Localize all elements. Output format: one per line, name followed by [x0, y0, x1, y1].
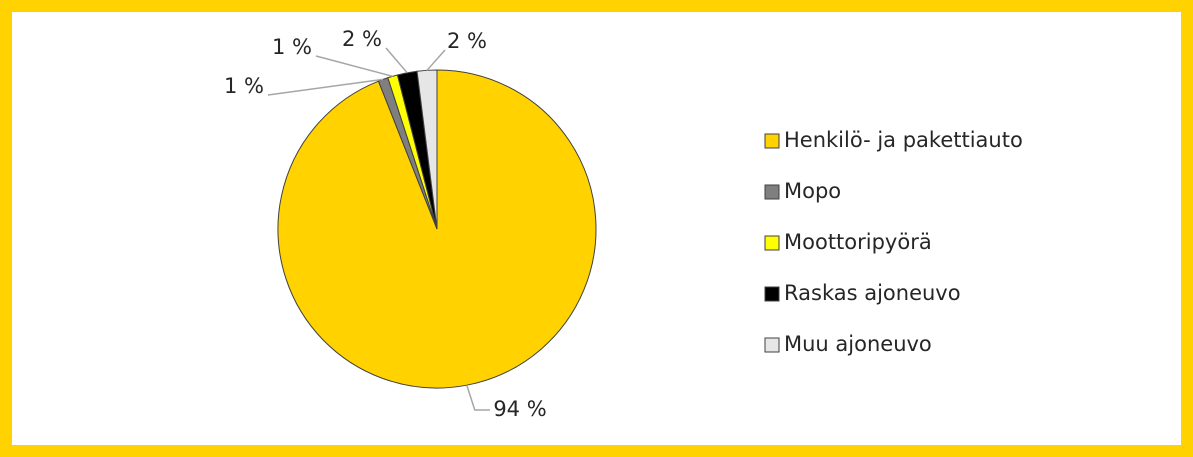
data-label: 1 %: [272, 35, 312, 59]
leader-line: [385, 47, 408, 74]
legend-swatch: [764, 337, 780, 353]
legend-label: Henkilö- ja pakettiauto: [784, 128, 1023, 152]
leader-line: [315, 55, 393, 78]
leader-line: [267, 78, 384, 96]
legend-swatch: [764, 133, 780, 149]
legend-swatch: [764, 184, 780, 200]
data-label: 1 %: [224, 74, 264, 98]
data-label: 2 %: [447, 29, 487, 53]
pie-slice: [416, 69, 438, 230]
legend-swatch: [764, 235, 780, 251]
data-label: 2 %: [342, 27, 382, 51]
legend-label: Raskas ajoneuvo: [784, 281, 961, 305]
legend-label: Muu ajoneuvo: [784, 332, 932, 356]
legend-label: Mopo: [784, 179, 841, 203]
leader-line: [466, 384, 490, 411]
leader-line: [426, 49, 446, 71]
legend-label: Moottoripyörä: [784, 230, 932, 254]
data-label: 94 %: [493, 397, 546, 421]
legend-swatch: [764, 286, 780, 302]
